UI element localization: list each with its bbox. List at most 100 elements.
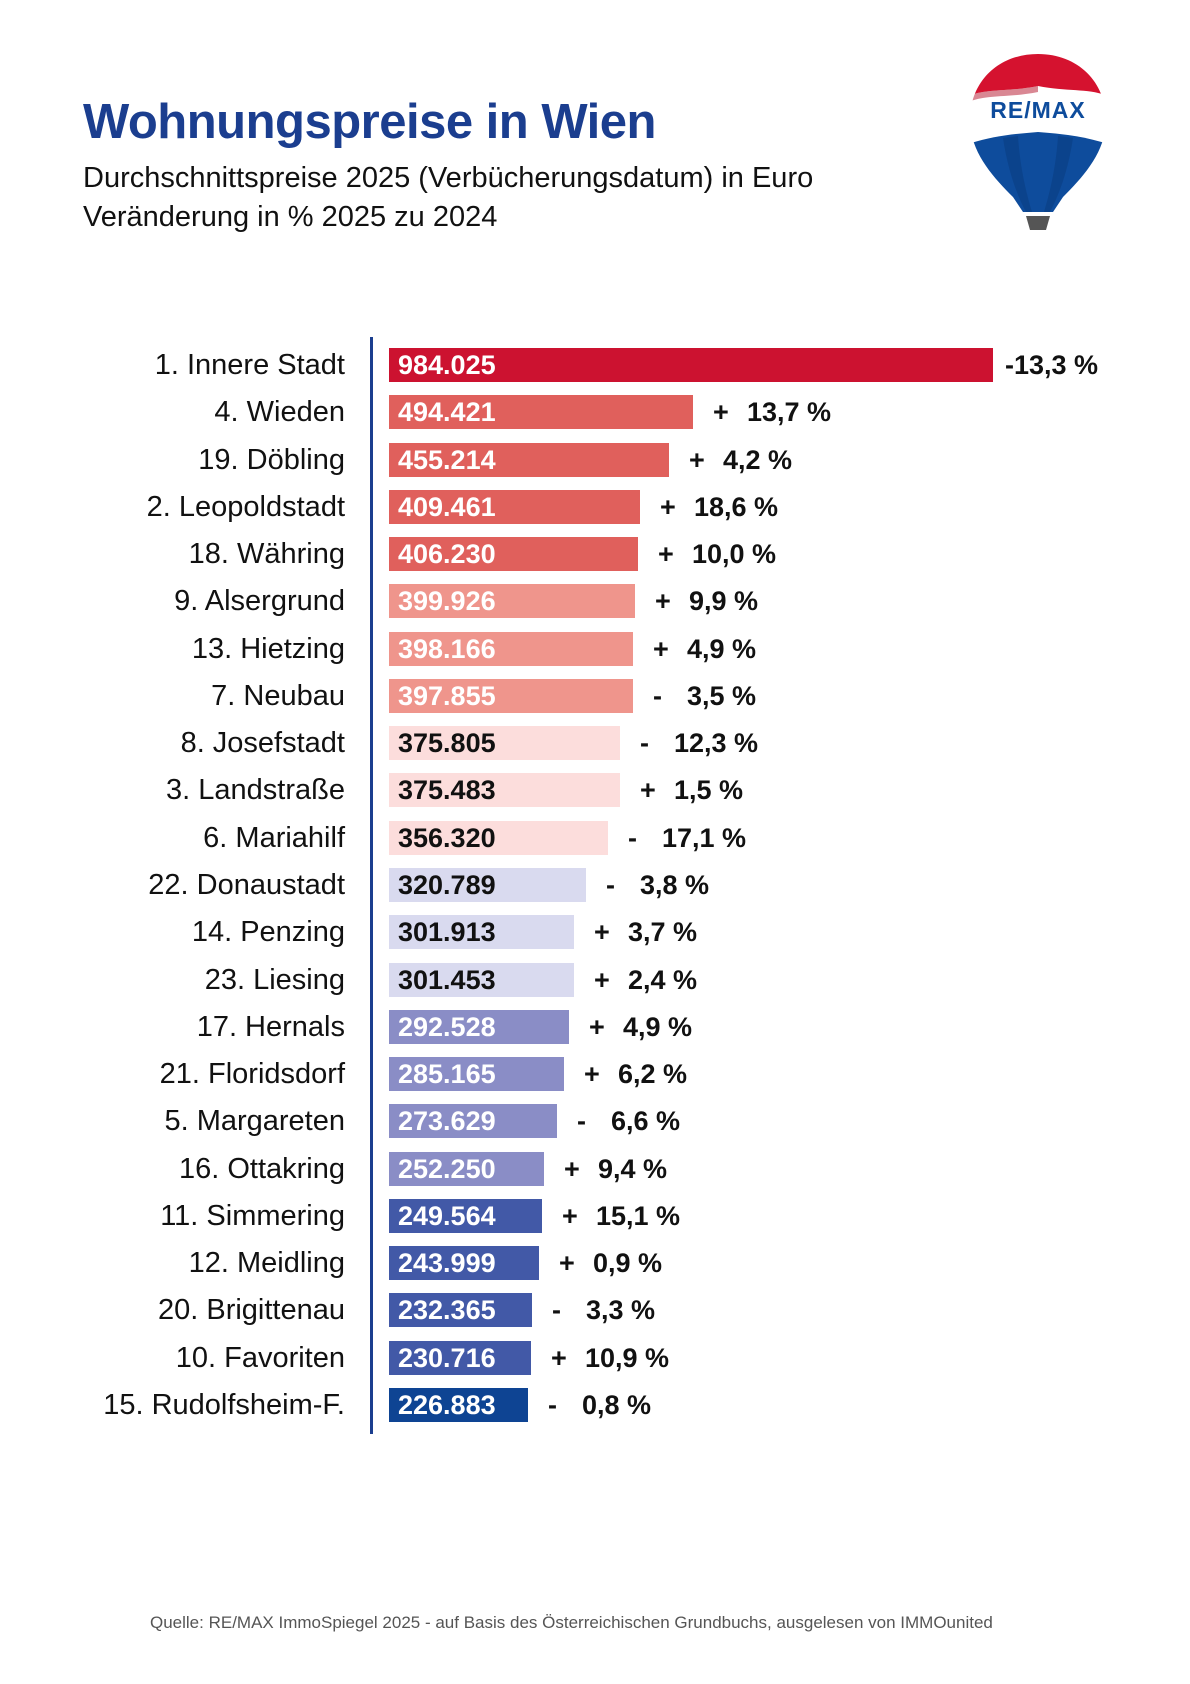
district-label: 9. Alsergrund — [174, 585, 345, 618]
change-value: 18,6 % — [694, 491, 779, 522]
district-label: 10. Favoriten — [175, 1341, 345, 1374]
change-percent: +6,2 % — [584, 1057, 687, 1092]
price-bar — [389, 395, 693, 430]
change-percent: -3,5 % — [653, 679, 756, 714]
change-percent: +10,9 % — [551, 1341, 669, 1376]
price-value: 230.716 — [398, 1342, 496, 1373]
change-percent: +3,7 % — [594, 915, 697, 950]
change-percent: +4,9 % — [653, 632, 756, 667]
district-label: 12. Meidling — [188, 1247, 345, 1280]
price-bar — [389, 489, 640, 524]
subtitle-prices: Durchschnittspreise 2025 (Verbücherungsd… — [83, 162, 814, 194]
change-sign: + — [589, 1011, 605, 1042]
chart-row: 18. Währing 406.230 +10,0 % — [0, 537, 1190, 572]
change-percent: +13,7 % — [713, 395, 831, 430]
price-value: 226.883 — [398, 1389, 496, 1420]
price-bar — [389, 1246, 539, 1281]
district-label: 22. Donaustadt — [148, 868, 345, 901]
price-bar — [389, 867, 586, 902]
change-sign: - — [653, 680, 662, 711]
change-percent: +2,4 % — [594, 963, 697, 998]
district-label: 1. Innere Stadt — [154, 349, 345, 381]
chart-row: 21. Floridsdorf 285.165 +6,2 % — [0, 1057, 1190, 1092]
change-value: 13,7 % — [747, 397, 832, 428]
svg-text:RE/MAX: RE/MAX — [990, 97, 1085, 123]
change-value: 9,9 % — [689, 586, 759, 617]
price-bar — [389, 915, 574, 950]
change-value: 6,2 % — [618, 1059, 688, 1090]
change-sign: + — [660, 491, 676, 522]
chart-row: 7. Neubau 397.855 -3,5 % — [0, 678, 1190, 714]
chart-row: 22. Donaustadt 320.789 -3,8 % — [0, 867, 1190, 902]
price-bar — [389, 962, 574, 997]
district-label: 4. Wieden — [214, 396, 345, 429]
chart-row: 8. Josefstadt 375.805 -12,3 % — [0, 726, 1190, 761]
change-sign: + — [713, 397, 729, 428]
chart-row: 23. Liesing 301.453 +2,4 % — [0, 962, 1190, 998]
district-label: 15. Rudolfsheim-F. — [103, 1388, 345, 1421]
district-label: 5. Margareten — [164, 1105, 345, 1138]
district-label: 17. Hernals — [196, 1010, 345, 1043]
change-sign: + — [551, 1342, 567, 1373]
chart-row: 17. Hernals 292.528 +4,9 % — [0, 1009, 1190, 1045]
district-label: 11. Simmering — [160, 1199, 345, 1232]
price-bar — [389, 442, 669, 477]
change-sign: + — [594, 917, 610, 948]
change-value: 2,4 % — [628, 964, 698, 995]
chart-row: 15. Rudolfsheim-F. 226.883 -0,8 % — [0, 1387, 1190, 1422]
change-sign: + — [559, 1248, 575, 1279]
change-sign: - — [548, 1389, 557, 1420]
change-value: 4,2 % — [723, 444, 793, 475]
price-bar — [389, 678, 633, 713]
chart-row: 12. Meidling 243.999 +0,9 % — [0, 1246, 1190, 1281]
change-value: -13,3 % — [1005, 350, 1099, 380]
price-value: 273.629 — [398, 1106, 496, 1137]
price-bar — [389, 820, 608, 855]
change-percent: +4,9 % — [589, 1010, 692, 1045]
chart-row: 1. Innere Stadt 984.025 -13,3 % — [0, 348, 1190, 382]
price-value: 320.789 — [398, 869, 496, 900]
price-bar — [389, 1009, 569, 1044]
change-value: 9,4 % — [598, 1153, 668, 1184]
change-value: 6,6 % — [611, 1106, 681, 1137]
chart-axis-line — [370, 337, 373, 1434]
change-value: 3,5 % — [687, 680, 757, 711]
district-label: 16. Ottakring — [178, 1152, 345, 1185]
change-percent: +9,9 % — [655, 584, 758, 619]
district-label: 3. Landstraße — [166, 774, 345, 807]
price-value: 984.025 — [398, 350, 496, 380]
change-percent: -13,3 % — [1005, 348, 1098, 383]
district-label: 18. Währing — [188, 538, 345, 571]
change-sign: + — [640, 775, 656, 806]
change-sign: + — [689, 444, 705, 475]
price-value: 375.483 — [398, 775, 496, 806]
change-sign: + — [655, 586, 671, 617]
change-value: 0,8 % — [582, 1389, 652, 1420]
change-sign: - — [628, 822, 637, 853]
change-percent: +4,2 % — [689, 443, 792, 478]
district-label: 6. Mariahilf — [203, 821, 345, 854]
change-sign: + — [564, 1153, 580, 1184]
price-bar — [389, 631, 633, 666]
change-value: 1,5 % — [674, 775, 744, 806]
price-value: 232.365 — [398, 1295, 496, 1326]
price-value: 243.999 — [398, 1248, 496, 1279]
subtitle-change: Veränderung in % 2025 zu 2024 — [83, 201, 498, 233]
change-percent: +0,9 % — [559, 1246, 662, 1281]
change-sign: - — [640, 728, 649, 759]
chart-row: 2. Leopoldstadt 409.461 +18,6 % — [0, 489, 1190, 524]
change-value: 10,0 % — [692, 539, 777, 570]
change-sign: - — [606, 869, 615, 900]
price-bar — [389, 1293, 532, 1328]
chart-row: 3. Landstraße 375.483 +1,5 % — [0, 773, 1190, 808]
change-sign: + — [584, 1059, 600, 1090]
change-value: 12,3 % — [674, 728, 759, 759]
price-bar — [389, 537, 638, 572]
change-value: 4,9 % — [623, 1011, 693, 1042]
price-value: 375.805 — [398, 728, 496, 759]
change-sign: - — [552, 1295, 561, 1326]
change-percent: -6,6 % — [577, 1104, 680, 1139]
district-label: 2. Leopoldstadt — [146, 490, 345, 523]
change-value: 17,1 % — [662, 822, 747, 853]
chart-row: 20. Brigittenau 232.365 -3,3 % — [0, 1293, 1190, 1328]
